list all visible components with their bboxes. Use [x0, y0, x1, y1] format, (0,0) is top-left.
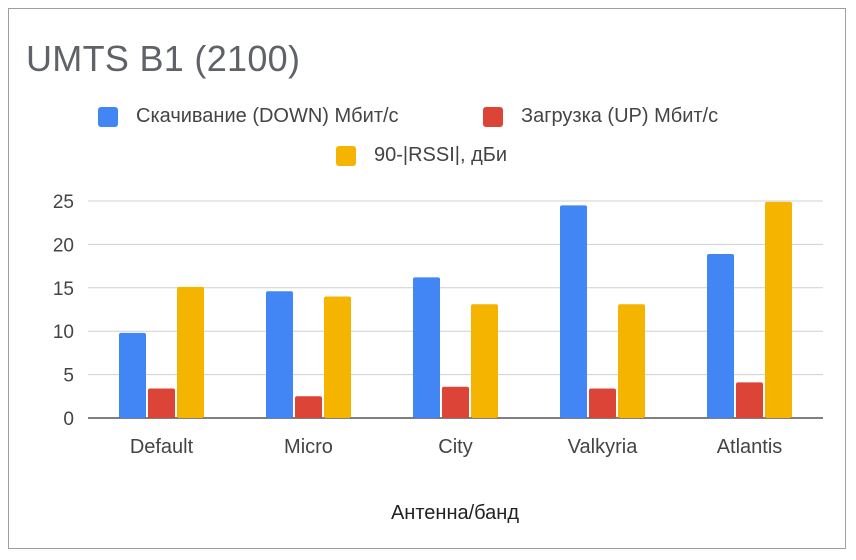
bar [707, 253, 734, 418]
legend-item-rssi: 90-|RSSI|, дБи [336, 144, 507, 167]
x-category-label: Valkyria [568, 436, 639, 458]
bar [618, 304, 645, 418]
bar [295, 396, 322, 418]
x-category-label: Micro [284, 436, 333, 458]
y-tick-label: 0 [63, 409, 74, 430]
legend-item-up: Загрузка (UP) Мбит/с [483, 105, 718, 128]
legend-label-rssi: 90-|RSSI|, дБи [374, 144, 508, 166]
y-tick-label: 25 [53, 192, 74, 213]
gridlines [88, 200, 823, 419]
bar [148, 388, 175, 418]
y-axis-ticks: 0 5 10 15 20 25 [53, 192, 74, 430]
bar [324, 296, 351, 418]
y-tick-label: 10 [53, 322, 74, 343]
bar [560, 205, 587, 418]
x-category-label: Atlantis [717, 436, 783, 458]
legend-swatch-up [483, 106, 503, 127]
legend-label-down: Скачивание (DOWN) Мбит/с [136, 105, 399, 127]
x-axis-categories: Default Micro City Valkyria Atlantis [130, 436, 782, 458]
chart-title: UMTS B1 (2100) [26, 38, 301, 79]
x-category-label: City [438, 436, 472, 458]
bars [119, 201, 792, 418]
x-category-label: Default [130, 436, 194, 458]
bar [177, 286, 204, 418]
bar [589, 388, 616, 418]
y-tick-label: 15 [53, 279, 74, 300]
legend-swatch-rssi [336, 145, 356, 166]
legend-label-up: Загрузка (UP) Мбит/с [521, 105, 719, 127]
bar [442, 386, 469, 418]
legend-item-down: Скачивание (DOWN) Мбит/с [98, 105, 399, 128]
bar [413, 277, 440, 418]
bar [471, 304, 498, 418]
y-tick-label: 5 [63, 366, 74, 387]
bar [765, 201, 792, 418]
bar [266, 291, 293, 418]
bar [119, 332, 146, 418]
bar [736, 382, 763, 418]
y-tick-label: 20 [53, 235, 74, 256]
legend-swatch-down [98, 106, 118, 127]
x-axis-title: Антенна/банд [391, 502, 519, 524]
